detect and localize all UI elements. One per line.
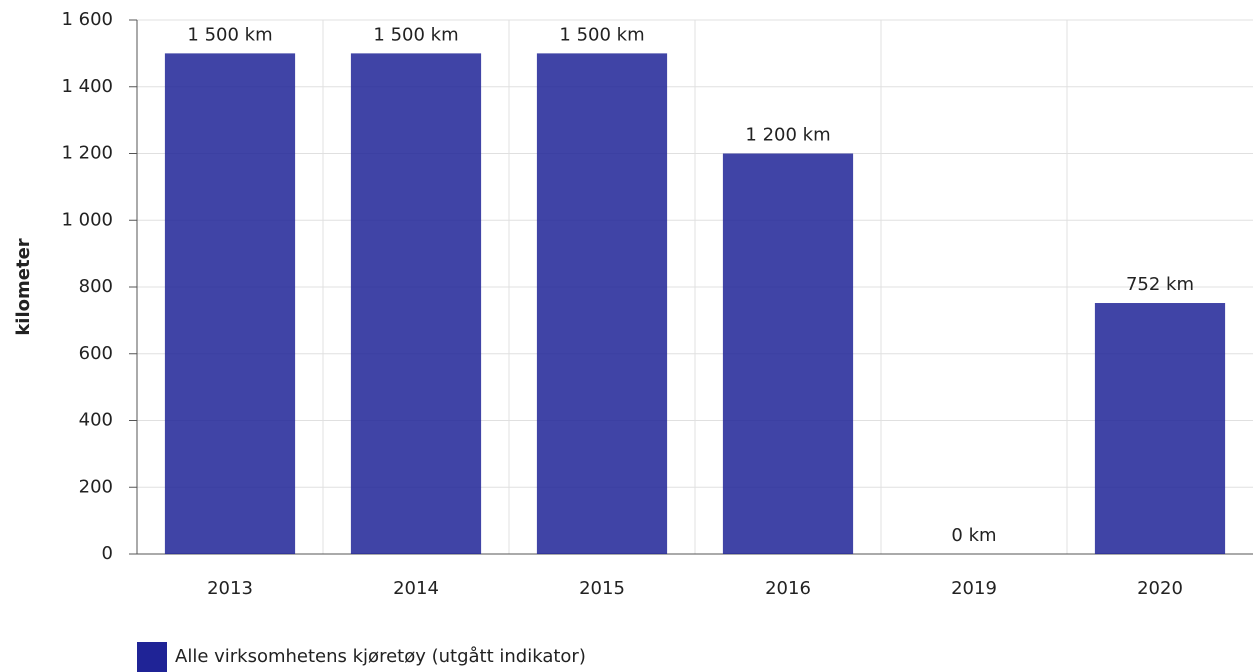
y-tick-label: 200	[79, 476, 113, 497]
data-label: 1 500 km	[559, 24, 644, 45]
bar	[350, 53, 482, 554]
data-label: 752 km	[1126, 274, 1194, 295]
x-tick-label: 2013	[207, 578, 253, 599]
x-tick-label: 2015	[579, 578, 625, 599]
data-label: 0 km	[951, 525, 996, 546]
x-tick-label: 2019	[951, 578, 997, 599]
legend-label: Alle virksomhetens kjøretøy (utgått indi…	[175, 646, 586, 667]
y-tick-label: 1 400	[61, 76, 113, 97]
y-tick-label: 1 000	[61, 209, 113, 230]
data-label: 1 500 km	[187, 24, 272, 45]
y-tick-label: 1 200	[61, 143, 113, 164]
x-tick-label: 2020	[1137, 578, 1183, 599]
y-axis-label: kilometer	[13, 238, 34, 335]
x-tick-label: 2014	[393, 578, 439, 599]
x-tick-label: 2016	[765, 578, 811, 599]
legend-swatch	[137, 642, 167, 672]
data-label: 1 500 km	[373, 24, 458, 45]
y-tick-label: 600	[79, 343, 113, 364]
bar	[536, 53, 668, 554]
bar	[164, 53, 296, 554]
data-label: 1 200 km	[745, 125, 830, 146]
y-tick-label: 400	[79, 410, 113, 431]
y-tick-label: 1 600	[61, 9, 113, 30]
y-tick-label: 800	[79, 276, 113, 297]
bar	[1094, 303, 1226, 554]
y-tick-label: 0	[102, 543, 113, 564]
bar	[722, 153, 854, 554]
